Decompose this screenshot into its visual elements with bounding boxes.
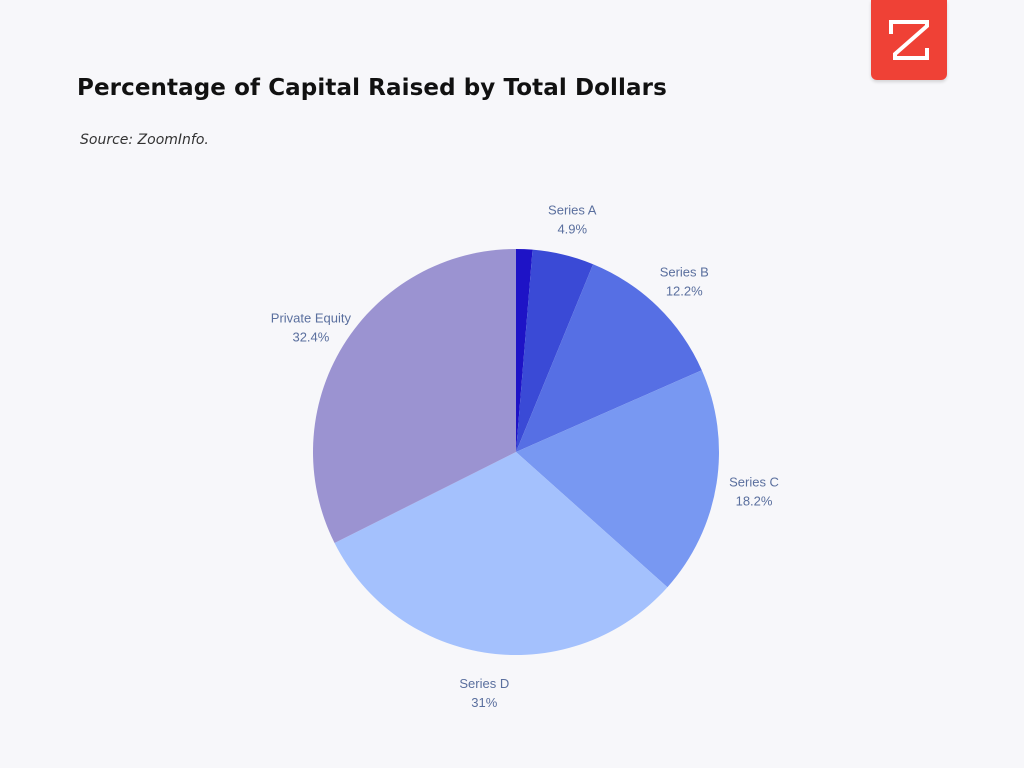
slice-value-series-b: 12.2% <box>666 283 703 298</box>
slice-label-series-d: Series D <box>459 676 509 691</box>
chart-source: Source: ZoomInfo. <box>80 132 209 148</box>
z-logo-icon <box>889 20 929 60</box>
pie-slice-unlabeled-0 <box>516 249 533 452</box>
pie-slice-series-b <box>516 264 702 452</box>
slice-value-private-equity: 32.4% <box>292 329 329 344</box>
chart-title: Percentage of Capital Raised by Total Do… <box>77 75 667 101</box>
slice-value-series-c: 18.2% <box>736 494 773 509</box>
pie-slice-series-c <box>516 370 719 588</box>
slice-label-series-a: Series A <box>548 203 597 218</box>
pie-slice-series-d <box>334 452 668 656</box>
slice-label-private-equity: Private Equity <box>271 310 352 325</box>
pie-slice-series-a <box>516 249 594 452</box>
slice-value-series-d: 31% <box>471 695 497 710</box>
slice-label-series-c: Series C <box>729 475 779 490</box>
slice-label-series-b: Series B <box>660 264 709 279</box>
slice-value-series-a: 4.9% <box>557 222 587 237</box>
zoominfo-logo <box>871 0 947 80</box>
pie-slice-private-equity <box>313 249 516 544</box>
